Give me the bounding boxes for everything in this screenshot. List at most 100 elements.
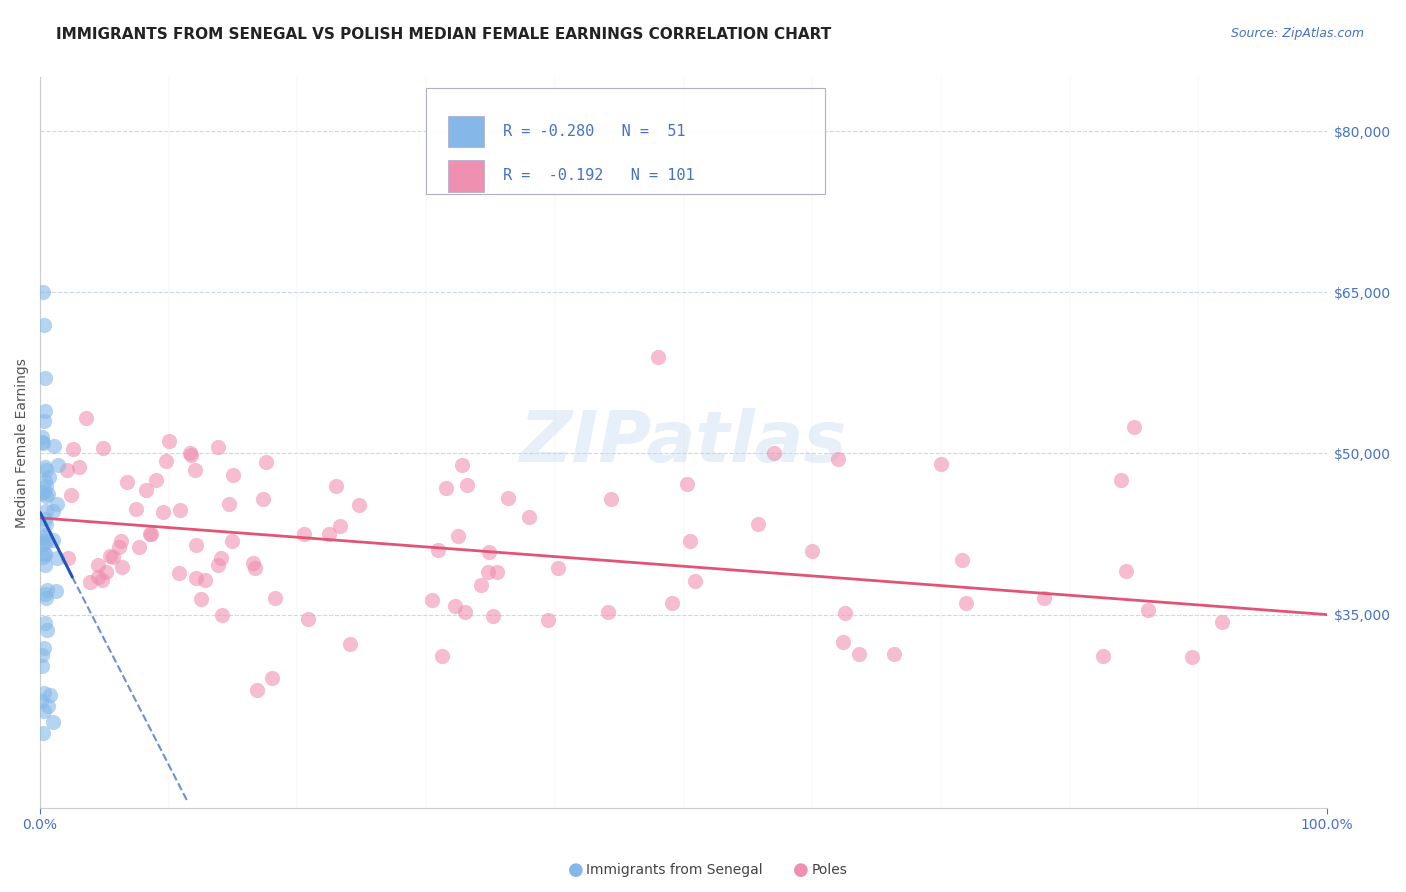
Point [679,534,702,549]
Text: Poles: Poles [811,863,848,877]
Point [60,487,83,501]
Point [169,503,191,517]
Point [34,534,56,549]
Point [955,596,977,610]
Point [30,485,52,500]
Point [477,566,499,580]
Point [254,455,277,469]
Point [125,502,148,516]
Point [834,606,856,620]
FancyBboxPatch shape [449,116,484,147]
Point [90,573,112,587]
Point [264,591,287,606]
Point [139,527,162,541]
Point [482,609,505,624]
Point [87,558,110,573]
Point [329,519,352,533]
FancyBboxPatch shape [426,88,825,194]
Point [661,596,683,610]
Point [37,487,59,501]
Point [34,516,56,531]
Point [252,491,274,506]
Point [434,481,457,495]
Point [32,530,55,544]
Point [34,463,56,477]
Text: R =  -0.192   N = 101: R = -0.192 N = 101 [503,169,695,184]
Point [152,505,174,519]
Point [56,550,79,565]
Point [517,509,540,524]
Point [34,404,56,418]
Point [444,599,467,613]
Point [1181,649,1204,664]
Point [447,529,470,543]
Point [600,492,623,507]
Point [683,574,706,588]
Point [32,549,55,564]
Point [87,570,110,584]
Point [1211,615,1233,630]
Point [207,440,229,454]
Text: R = -0.280   N =  51: R = -0.280 N = 51 [503,124,686,139]
Point [46,498,69,512]
Point [135,483,157,498]
Point [179,445,201,459]
Point [184,571,207,585]
Point [1111,474,1133,488]
Point [297,612,319,626]
Point [31,658,53,673]
Point [103,549,125,564]
Point [194,574,217,588]
Point [37,623,59,637]
Point [42,533,65,547]
Point [485,565,508,579]
Point [801,544,824,558]
Point [596,605,619,619]
Point [647,350,669,364]
Point [34,615,56,630]
Point [32,704,55,718]
Point [34,484,56,499]
Point [454,605,477,619]
Point [747,517,769,532]
Point [537,613,560,627]
Point [110,534,132,549]
Point [31,285,53,300]
Point [30,693,52,707]
Point [145,473,167,487]
Point [1032,591,1054,606]
Point [62,442,84,456]
Point [32,640,55,655]
Point [456,477,478,491]
Point [46,458,69,472]
Point [1115,564,1137,578]
Point [34,548,56,562]
Point [31,726,53,740]
Point [432,648,454,663]
Point [34,512,56,526]
Point [108,541,131,555]
Point [35,534,58,549]
Point [35,479,58,493]
Point [211,608,233,623]
Point [34,371,56,385]
Point [547,561,569,575]
Point [186,538,208,552]
Point [180,448,202,462]
Point [167,566,190,580]
Point [111,560,134,574]
Point [218,498,240,512]
Point [31,434,53,449]
Point [32,537,55,551]
Point [209,550,232,565]
Point [34,460,56,475]
Text: ●: ● [568,861,583,879]
Point [1091,648,1114,663]
Point [31,430,53,444]
Point [31,648,53,662]
Point [827,451,849,466]
Point [67,460,90,475]
Point [883,647,905,661]
Point [44,439,66,453]
Text: Immigrants from Senegal: Immigrants from Senegal [586,863,763,877]
